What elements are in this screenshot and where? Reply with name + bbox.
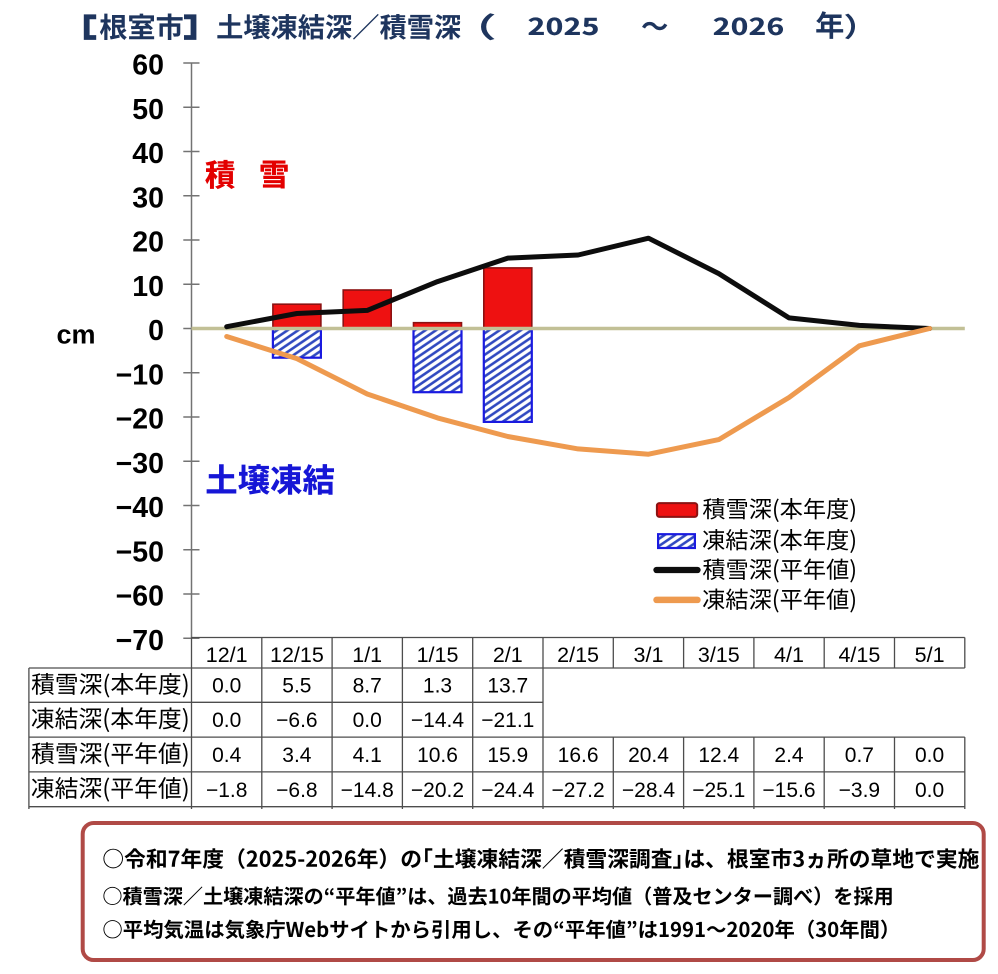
svg-text:12.4: 12.4 (698, 744, 739, 767)
svg-text:2/15: 2/15 (557, 643, 599, 667)
svg-text:−6.6: −6.6 (276, 709, 317, 732)
svg-text:1.3: 1.3 (423, 675, 452, 698)
svg-text:4/15: 4/15 (838, 643, 880, 667)
svg-text:−6.8: −6.8 (276, 779, 317, 802)
svg-text:50: 50 (132, 94, 164, 126)
svg-text:−50: −50 (116, 536, 164, 568)
svg-text:10: 10 (132, 271, 164, 303)
svg-text:30: 30 (132, 182, 164, 214)
svg-text:40: 40 (132, 138, 164, 170)
svg-text:1/1: 1/1 (352, 643, 382, 667)
svg-text:−28.4: −28.4 (622, 779, 675, 802)
svg-text:16.6: 16.6 (558, 744, 599, 767)
svg-text:0.0: 0.0 (212, 709, 241, 732)
svg-text:−40: −40 (116, 492, 164, 524)
svg-text:20.4: 20.4 (628, 744, 669, 767)
svg-text:5/1: 5/1 (915, 643, 945, 667)
svg-text:12/15: 12/15 (270, 643, 324, 667)
svg-text:−60: −60 (116, 581, 164, 613)
svg-text:−21.1: −21.1 (481, 709, 534, 732)
svg-text:4/1: 4/1 (774, 643, 804, 667)
svg-text:−27.2: −27.2 (552, 779, 605, 802)
svg-text:2.4: 2.4 (774, 744, 804, 767)
svg-text:5.5: 5.5 (282, 675, 311, 698)
svg-text:8.7: 8.7 (353, 675, 382, 698)
svg-text:12/1: 12/1 (206, 643, 248, 667)
svg-text:2/1: 2/1 (493, 643, 523, 667)
svg-text:0: 0 (148, 315, 164, 347)
svg-text:15.9: 15.9 (487, 744, 528, 767)
svg-text:3/15: 3/15 (698, 643, 740, 667)
svg-text:−15.6: −15.6 (762, 779, 815, 802)
svg-text:0.0: 0.0 (915, 779, 944, 802)
svg-text:3/1: 3/1 (634, 643, 664, 667)
svg-text:−14.4: −14.4 (411, 709, 464, 732)
svg-text:0.4: 0.4 (212, 744, 242, 767)
svg-text:−20: −20 (116, 404, 164, 436)
svg-text:−24.4: −24.4 (481, 779, 534, 802)
svg-text:−70: −70 (116, 625, 164, 657)
svg-text:−1.8: −1.8 (206, 779, 247, 802)
svg-text:−10: −10 (116, 359, 164, 391)
svg-text:0.7: 0.7 (845, 744, 874, 767)
svg-text:1/15: 1/15 (417, 643, 459, 667)
svg-text:60: 60 (132, 50, 164, 82)
svg-text:0.0: 0.0 (915, 744, 944, 767)
svg-text:20: 20 (132, 227, 164, 259)
svg-text:4.1: 4.1 (353, 744, 382, 767)
svg-text:−30: −30 (116, 448, 164, 480)
svg-text:3.4: 3.4 (282, 744, 312, 767)
svg-text:−20.2: −20.2 (411, 779, 464, 802)
svg-text:13.7: 13.7 (487, 675, 528, 698)
svg-text:−25.1: −25.1 (692, 779, 745, 802)
svg-text:−14.8: −14.8 (341, 779, 394, 802)
svg-text:−3.9: −3.9 (839, 779, 880, 802)
svg-text:10.6: 10.6 (417, 744, 458, 767)
svg-text:cm: cm (57, 320, 96, 350)
svg-text:0.0: 0.0 (212, 675, 241, 698)
svg-text:0.0: 0.0 (353, 709, 382, 732)
